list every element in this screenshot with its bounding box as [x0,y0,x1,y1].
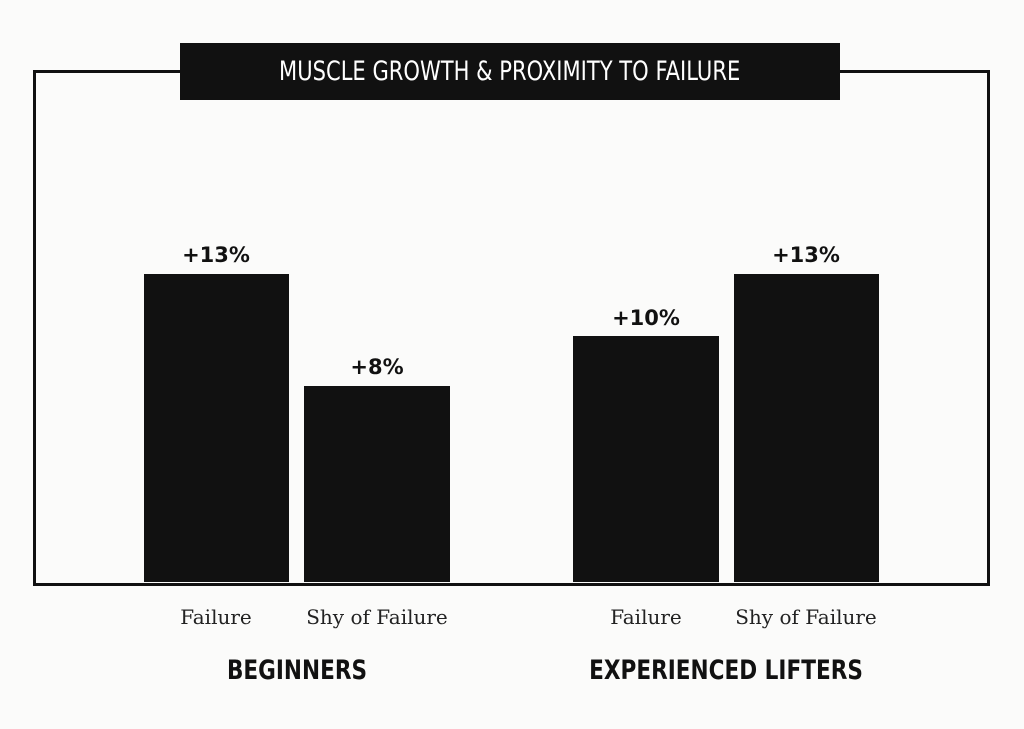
chart-title: MUSCLE GROWTH & PROXIMITY TO FAILURE [279,56,741,87]
chart-title-banner: MUSCLE GROWTH & PROXIMITY TO FAILURE [180,43,840,100]
bar-beginners-shy-of-failure [304,386,450,582]
bar-experienced-failure [573,336,719,582]
value-label: +13% [772,243,840,267]
category-label: Shy of Failure [735,605,877,629]
category-label: Failure [610,605,682,629]
group-label-beginners: BEGINNERS [226,655,368,686]
value-label: +8% [350,355,404,379]
category-label: Failure [180,605,252,629]
value-label: +10% [612,306,680,330]
category-label: Shy of Failure [306,605,448,629]
bar-beginners-failure [144,274,289,582]
value-label: +13% [182,243,250,267]
group-label-experienced-lifters: EXPERIENCED LIFTERS [589,655,863,686]
bar-experienced-shy-of-failure [734,274,879,582]
